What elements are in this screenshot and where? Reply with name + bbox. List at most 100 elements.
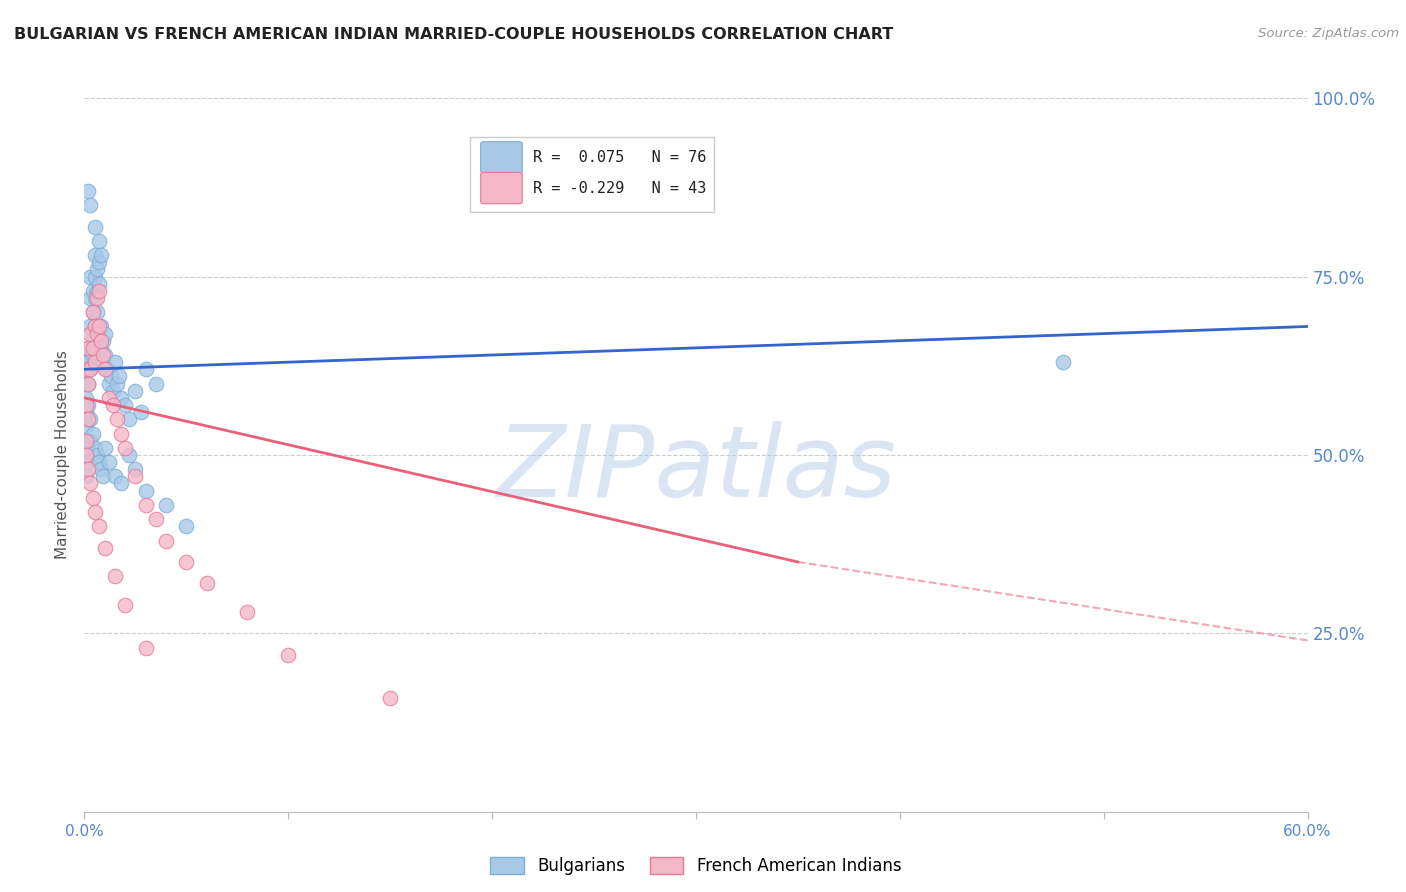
Point [75, 355, 97, 369]
Point [79, 362, 101, 376]
Point [91, 334, 114, 348]
Point [86, 262, 108, 277]
Point [91, 355, 114, 369]
Point [86, 326, 108, 341]
Point [124, 384, 146, 398]
Point [75, 376, 97, 391]
Point [77, 412, 100, 426]
Point [101, 384, 124, 398]
Point [83, 291, 105, 305]
Point [105, 412, 128, 426]
Point [86, 305, 108, 319]
Point [83, 248, 105, 262]
Y-axis label: Married-couple Households: Married-couple Households [55, 351, 70, 559]
Point [86, 284, 108, 298]
FancyBboxPatch shape [481, 172, 522, 203]
Point [135, 498, 157, 512]
Point [83, 505, 105, 519]
Point [75, 362, 97, 376]
Point [93, 348, 117, 362]
Point [110, 426, 132, 441]
Text: ZIPatlas: ZIPatlas [496, 421, 896, 517]
Point [90, 248, 112, 262]
Point [380, 690, 402, 705]
Text: R = -0.229   N = 43: R = -0.229 N = 43 [533, 180, 707, 195]
Point [93, 441, 117, 455]
FancyBboxPatch shape [470, 137, 714, 212]
Point [79, 319, 101, 334]
Point [77, 412, 100, 426]
Point [77, 462, 100, 476]
Point [82, 341, 104, 355]
Point [96, 362, 118, 376]
Point [83, 319, 105, 334]
Text: R =  0.075   N = 76: R = 0.075 N = 76 [533, 150, 707, 165]
Point [124, 469, 146, 483]
Text: Source: ZipAtlas.com: Source: ZipAtlas.com [1258, 27, 1399, 40]
Point [93, 541, 117, 555]
Point [114, 441, 136, 455]
Point [104, 569, 127, 583]
Point [75, 469, 97, 483]
Point [77, 434, 100, 448]
Point [176, 555, 198, 569]
Point [91, 348, 114, 362]
Point [135, 483, 157, 498]
Point [77, 455, 100, 469]
Point [79, 326, 101, 341]
Legend: Bulgarians, French American Indians: Bulgarians, French American Indians [484, 850, 908, 882]
Point [135, 640, 157, 655]
Point [79, 291, 101, 305]
Point [83, 269, 105, 284]
Point [87, 234, 110, 248]
Point [114, 598, 136, 612]
Point [82, 326, 104, 341]
Point [82, 491, 104, 505]
Point [77, 376, 100, 391]
Point [77, 434, 100, 448]
Point [79, 269, 101, 284]
Point [82, 305, 104, 319]
Point [131, 405, 153, 419]
Point [77, 184, 100, 198]
Point [118, 448, 141, 462]
Point [176, 519, 198, 533]
Point [195, 576, 218, 591]
Point [87, 455, 110, 469]
Point [77, 341, 100, 355]
Point [108, 369, 131, 384]
Point [82, 426, 104, 441]
Point [79, 434, 101, 448]
Point [83, 219, 105, 234]
Point [79, 198, 101, 212]
Point [83, 319, 105, 334]
Point [77, 341, 100, 355]
Point [101, 398, 124, 412]
Point [86, 448, 108, 462]
Point [75, 448, 97, 462]
Point [83, 355, 105, 369]
Point [110, 476, 132, 491]
Point [97, 455, 120, 469]
Point [118, 412, 141, 426]
Point [145, 512, 167, 526]
Point [75, 448, 97, 462]
Point [87, 284, 110, 298]
Point [87, 519, 110, 533]
Point [93, 362, 117, 376]
Point [1052, 355, 1074, 369]
Point [86, 291, 108, 305]
Point [75, 419, 97, 434]
Point [79, 412, 101, 426]
Point [79, 341, 101, 355]
Point [90, 462, 112, 476]
Point [97, 391, 120, 405]
Point [79, 362, 101, 376]
Point [75, 434, 97, 448]
Point [82, 284, 104, 298]
Point [145, 376, 167, 391]
Point [77, 355, 100, 369]
Point [104, 469, 127, 483]
Point [155, 533, 177, 548]
Point [135, 362, 157, 376]
